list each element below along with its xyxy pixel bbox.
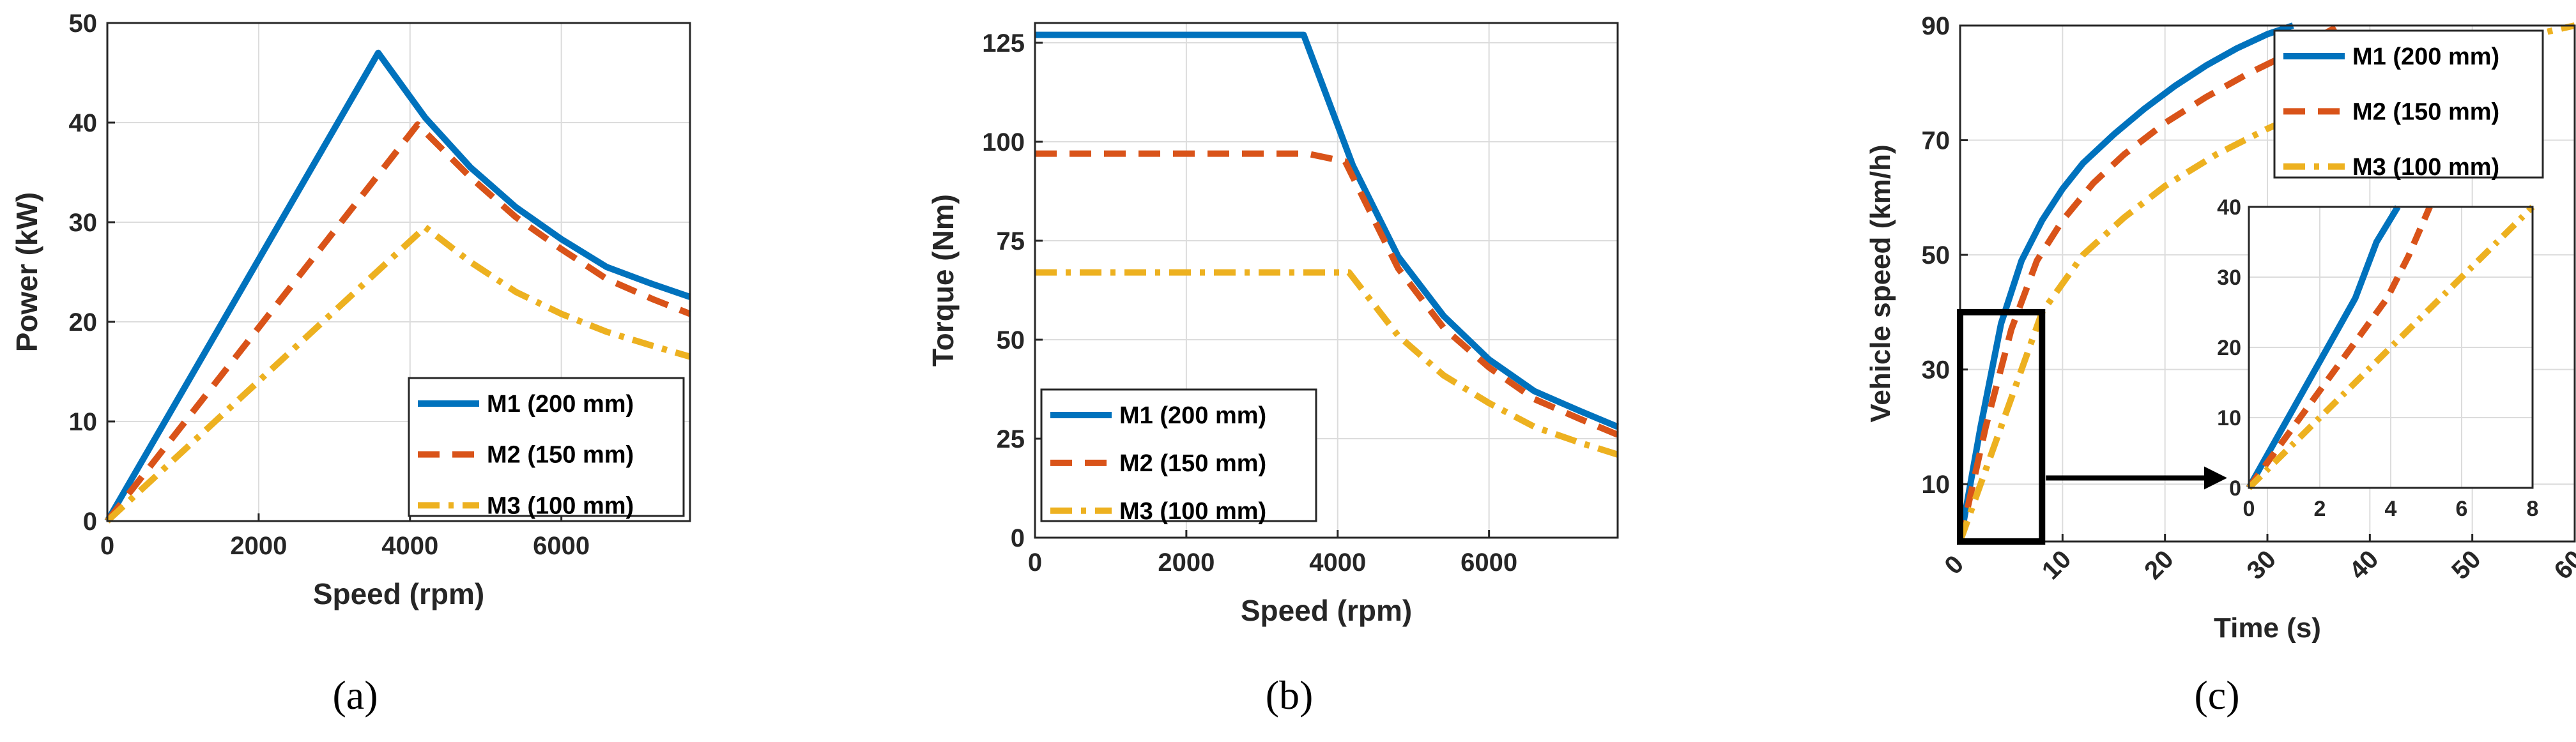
legend-label-m1: M1 (200 mm) bbox=[1119, 402, 1266, 429]
inset-y-tick-label: 20 bbox=[2217, 336, 2241, 360]
y-axis-label: Torque (Nm) bbox=[926, 194, 960, 367]
y-tick-label: 25 bbox=[997, 425, 1025, 453]
y-tick-label: 30 bbox=[69, 209, 98, 237]
y-tick-label: 50 bbox=[997, 326, 1025, 354]
caption-b: (b) bbox=[1266, 672, 1314, 718]
x-tick-label: 4000 bbox=[1309, 549, 1366, 577]
legend-label-m2: M2 (150 mm) bbox=[487, 442, 634, 469]
legend-label-m1: M1 (200 mm) bbox=[487, 391, 634, 418]
y-axis-label: Vehicle speed (km/h) bbox=[1865, 144, 1896, 422]
inset-x-tick-label: 2 bbox=[2314, 497, 2326, 521]
inset-x-tick-label: 6 bbox=[2456, 497, 2468, 521]
zoom-arrow-head bbox=[2204, 466, 2227, 490]
legend-c: M1 (200 mm) M2 (150 mm) M3 (100 mm) bbox=[2273, 29, 2544, 181]
inset-x-tick-label: 8 bbox=[2527, 497, 2539, 521]
inset-chart: 0 2 4 6 8 0 10 20 30 40 bbox=[2217, 195, 2538, 521]
inset-axes-box bbox=[2248, 206, 2534, 489]
y-tick-label: 40 bbox=[69, 109, 98, 137]
y-tick-label: 20 bbox=[69, 308, 98, 337]
y-tick-label: 10 bbox=[69, 408, 98, 436]
legend-box bbox=[1040, 388, 1317, 522]
y-tick-label: 50 bbox=[1922, 241, 1951, 269]
legend-label-m3: M3 (100 mm) bbox=[2352, 154, 2499, 181]
series-line-b-m3 bbox=[1035, 269, 1619, 458]
y-tick-label: 100 bbox=[982, 128, 1025, 156]
x-tick-label: 2000 bbox=[1158, 549, 1215, 577]
x-tick-label: 50 bbox=[2446, 545, 2487, 586]
series-line-a-m3 bbox=[105, 223, 691, 524]
x-tick-label: 0 bbox=[100, 532, 114, 560]
x-tick-label: 4000 bbox=[381, 532, 438, 560]
y-tick-label: 75 bbox=[997, 227, 1025, 255]
inset-series-line-m2 bbox=[2246, 206, 2433, 490]
legend-b: M1 (200 mm) M2 (150 mm) M3 (100 mm) bbox=[1040, 388, 1317, 525]
legend-a: M1 (200 mm) M2 (150 mm) M3 (100 mm) bbox=[408, 377, 685, 519]
x-tick-label: 40 bbox=[2344, 545, 2384, 586]
caption-a: (a) bbox=[332, 672, 378, 718]
x-tick-label: 0 bbox=[1939, 550, 1969, 580]
x-axis-label: Time (s) bbox=[2214, 612, 2321, 644]
y-tick-label: 0 bbox=[83, 508, 97, 536]
legend-label-m1: M1 (200 mm) bbox=[2352, 43, 2499, 70]
chart-b-torque-vs-speed: 0 2000 4000 6000 0 25 50 75 100 125 Speed (rpm) Tor… bbox=[926, 22, 1619, 627]
y-tick-label: 50 bbox=[69, 10, 98, 38]
inset-series-line-m1 bbox=[2246, 205, 2401, 490]
legend-label-m2: M2 (150 mm) bbox=[2352, 98, 2499, 125]
y-tick-label: 30 bbox=[1922, 356, 1951, 384]
series-line-a-m1 bbox=[104, 49, 691, 523]
zoom-box bbox=[1957, 308, 2046, 545]
series-line-b-m1 bbox=[1035, 31, 1619, 430]
caption-c: (c) bbox=[2194, 672, 2239, 718]
x-tick-label: 60 bbox=[2549, 545, 2576, 586]
x-tick-label: 10 bbox=[2037, 545, 2077, 586]
series-line-b-m2 bbox=[1035, 150, 1619, 438]
axes-box-a bbox=[106, 22, 691, 522]
y-axis-label: Power (kW) bbox=[10, 192, 43, 352]
axes-box-b bbox=[1034, 22, 1619, 539]
y-tick-label: 90 bbox=[1922, 12, 1951, 40]
inset-y-tick-label: 0 bbox=[2229, 476, 2241, 501]
x-tick-label: 20 bbox=[2139, 545, 2179, 586]
x-axis-label: Speed (rpm) bbox=[313, 577, 484, 610]
x-tick-label: 6000 bbox=[1460, 549, 1517, 577]
inset-x-tick-label: 4 bbox=[2385, 497, 2397, 521]
inset-y-tick-label: 40 bbox=[2217, 195, 2241, 220]
y-tick-label: 70 bbox=[1922, 127, 1951, 155]
x-axis-label: Speed (rpm) bbox=[1241, 594, 1412, 627]
x-tick-label: 0 bbox=[1028, 549, 1042, 577]
x-tick-label: 6000 bbox=[533, 532, 590, 560]
legend-label-m3: M3 (100 mm) bbox=[487, 492, 634, 519]
legend-label-m3: M3 (100 mm) bbox=[1119, 498, 1266, 525]
inset-x-tick-label: 0 bbox=[2243, 497, 2255, 521]
y-tick-label: 10 bbox=[1922, 471, 1951, 499]
inset-series-line-m3 bbox=[2246, 204, 2535, 490]
series-line-a-m2 bbox=[105, 121, 691, 524]
x-tick-label: 2000 bbox=[230, 532, 287, 560]
y-tick-label: 0 bbox=[1011, 524, 1025, 552]
inset-y-tick-label: 30 bbox=[2217, 266, 2241, 290]
y-tick-label: 125 bbox=[982, 29, 1025, 57]
chart-a-power-vs-speed: 0 2000 4000 6000 0 10 20 30 40 50 Speed (rpm) Power… bbox=[10, 10, 691, 610]
legend-label-m2: M2 (150 mm) bbox=[1119, 450, 1266, 477]
x-tick-label: 30 bbox=[2242, 545, 2282, 586]
inset-y-tick-label: 10 bbox=[2217, 406, 2241, 430]
